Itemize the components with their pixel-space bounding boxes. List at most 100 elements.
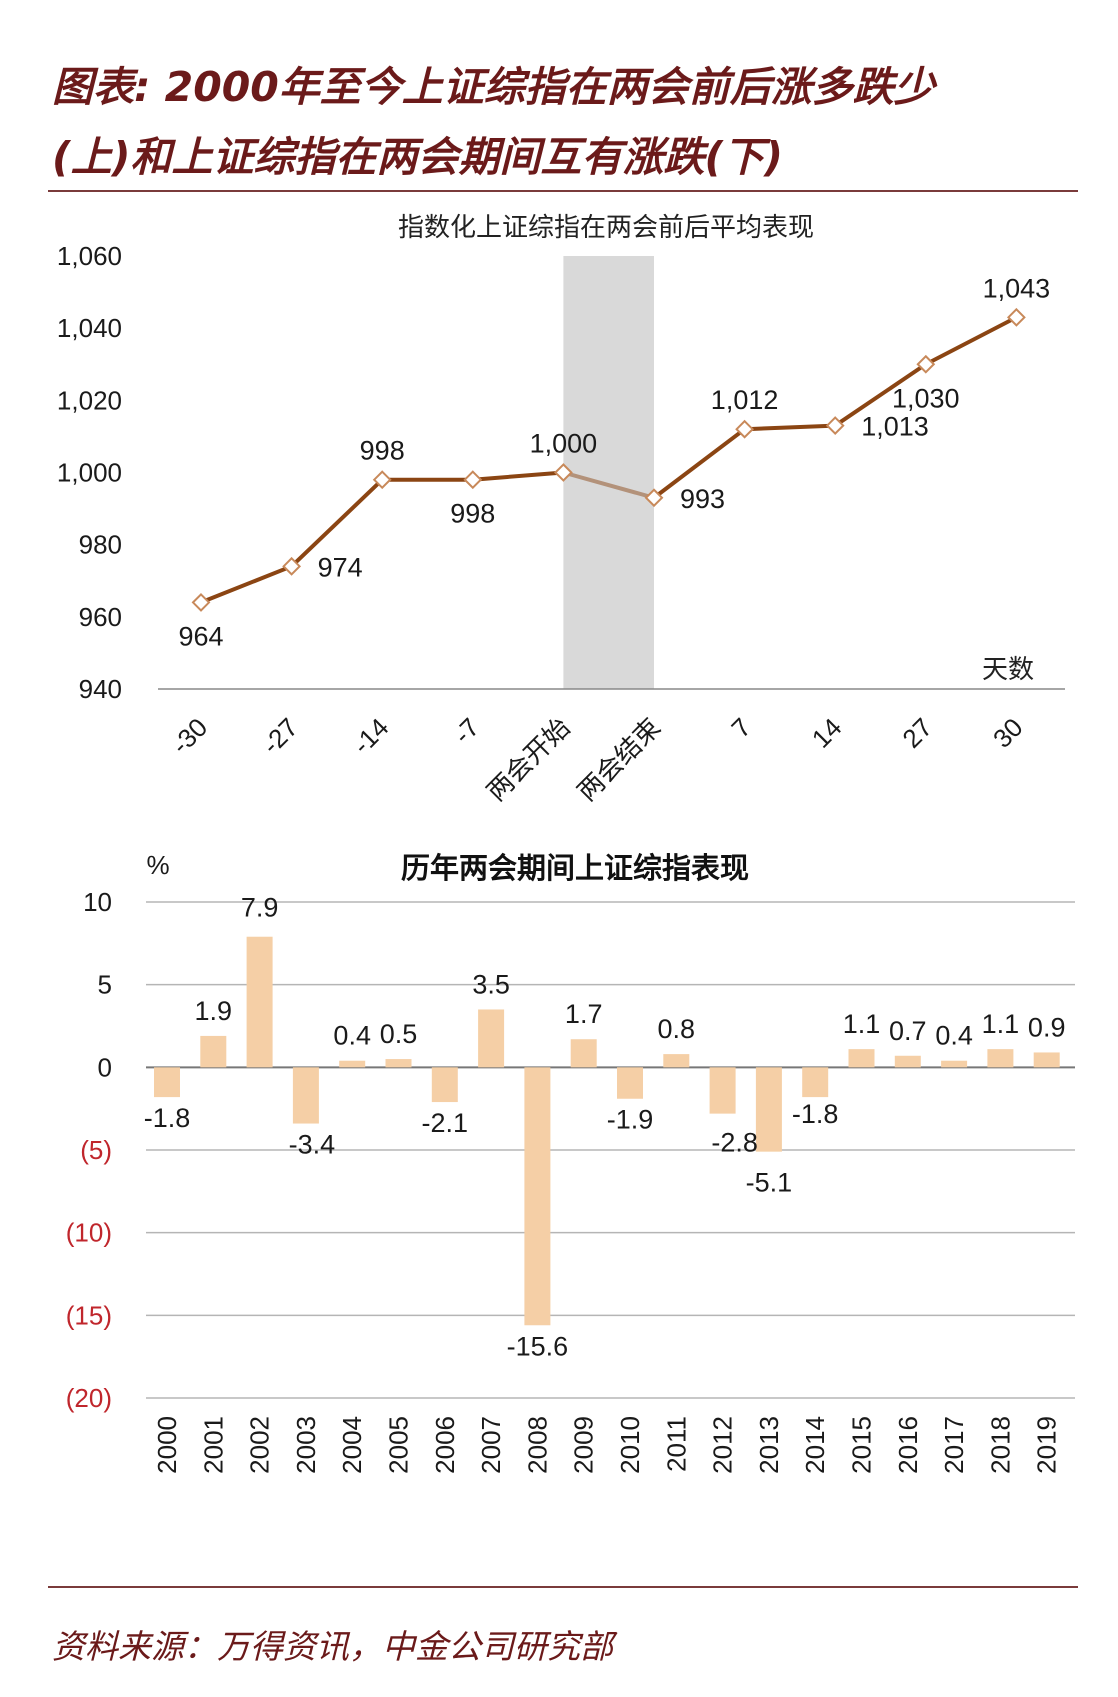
bar-y-tick: (10) [66,1218,112,1248]
bar-x-tick: 2013 [754,1416,784,1474]
bar-data-label: 0.8 [658,1014,696,1044]
bar-2013 [755,1067,782,1152]
line-point-marker [282,556,302,576]
line-point-marker [553,463,573,482]
line-point-marker [191,592,211,612]
bar-2008 [524,1067,551,1326]
line-data-label: 964 [178,621,223,651]
line-point-marker [372,470,392,490]
line-data-label: 998 [450,499,495,529]
bar-y-tick: 0 [98,1052,112,1082]
figure-title-line-1: 图表: 2000年至今上证综指在两会前后涨多跌少 [52,63,935,111]
line-data-label: 1,043 [983,273,1051,303]
figure-title-line-2: (上)和上证综指在两会期间互有涨跌(下) [52,133,783,181]
bar-data-label: 7.9 [241,893,279,923]
line-data-label: 974 [318,552,363,582]
line-y-tick: 980 [79,530,122,560]
bar-x-tick: 2012 [708,1416,738,1474]
line-data-label: 998 [360,436,405,466]
bar-2011 [663,1054,690,1068]
line-data-label: 993 [680,484,725,514]
bar-data-label: -5.1 [746,1168,793,1198]
bar-data-label: 0.9 [1028,1012,1066,1042]
bar-y-tick: (15) [66,1300,112,1330]
bar-2002 [246,936,273,1068]
bar-x-tick: 2000 [152,1416,182,1474]
bar-x-tick: 2005 [384,1416,414,1474]
bar-x-tick: 2016 [893,1416,923,1474]
bar-y-tick: 5 [98,970,112,1000]
bar-x-tick: 2015 [847,1416,877,1474]
line-y-tick: 1,020 [57,385,122,415]
line-data-label: 1,013 [861,412,929,442]
line-data-label: 1,030 [892,383,960,413]
bar-2015 [848,1049,875,1068]
bar-2006 [431,1067,458,1103]
bar-data-label: 0.4 [333,1021,371,1051]
bar-data-label: 0.5 [380,1019,418,1049]
source-note: 资料来源：万得资讯，中金公司研究部 [52,1627,613,1666]
bar-data-label: -3.4 [289,1130,336,1160]
line-segment [561,470,656,500]
bar-x-tick: 2001 [198,1416,228,1474]
session-shaded-band [563,256,654,689]
bar-2018 [987,1049,1014,1068]
bar-2017 [941,1060,968,1068]
bar-x-tick: 2008 [522,1416,552,1474]
bar-2003 [292,1067,319,1124]
line-x-axis-label: 天数 [982,655,1034,685]
line-y-tick: 1,040 [57,313,122,343]
bar-y-unit: % [146,850,169,880]
bar-2000 [154,1067,180,1098]
bar-y-tick: (20) [66,1383,112,1413]
bar-2010 [617,1067,643,1099]
bar-x-tick: 2002 [245,1416,275,1474]
top-rule [48,190,1078,192]
line-segment [652,427,747,500]
bar-x-tick: 2006 [430,1416,460,1474]
bar-2005 [385,1059,412,1068]
bar-x-tick: 2014 [800,1416,830,1474]
bar-data-label: 1.1 [982,1009,1020,1039]
line-chart-title: 指数化上证综指在两会前后平均表现 [398,213,814,243]
line-data-label: 1,012 [711,385,779,415]
bar-data-label: 1.9 [195,996,233,1026]
line-point-marker [644,488,664,508]
line-segment [199,564,294,605]
bar-data-label: -1.8 [144,1103,191,1133]
bar-2012 [709,1067,736,1114]
bar-data-label: 1.1 [843,1009,881,1039]
bar-y-tick: 10 [83,887,112,917]
bar-x-tick: 2010 [615,1416,645,1474]
line-segment [923,315,1019,367]
line-y-tick: 960 [79,602,122,632]
bottom-rule [48,1586,1078,1588]
line-point-marker [916,354,936,374]
bar-data-label: -2.8 [711,1128,758,1158]
bar-data-label: -1.9 [607,1105,654,1135]
line-segment [742,423,838,432]
bar-data-label: -2.1 [422,1108,469,1138]
line-point-marker [1006,307,1026,327]
bar-data-label: 3.5 [472,969,510,999]
bar-x-tick: 2018 [985,1416,1015,1474]
line-y-tick: 1,060 [57,241,122,271]
bar-data-label: -15.6 [507,1331,569,1361]
bar-x-tick: 2019 [1032,1416,1062,1474]
line-y-tick: 1,000 [57,458,122,488]
line-segment [470,470,566,482]
bar-data-label: 0.4 [935,1021,973,1051]
bar-x-tick: 2011 [661,1416,691,1472]
bar-chart-title: 历年两会期间上证综指表现 [401,851,749,885]
bar-x-tick: 2007 [476,1416,506,1474]
bar-2016 [894,1055,921,1068]
bar-x-tick: 2017 [939,1416,969,1474]
line-segment [833,362,928,428]
figure-title: 图表: 2000年至今上证综指在两会前后涨多跌少 (上)和上证综指在两会期间互有… [52,52,1082,192]
bar-data-label: 1.7 [565,999,603,1029]
line-data-label: 1,000 [530,429,598,459]
bar-data-label: -1.8 [792,1099,839,1129]
bar-2007 [478,1009,505,1068]
line-y-tick: 940 [79,674,122,704]
bar-x-tick: 2009 [569,1416,599,1474]
